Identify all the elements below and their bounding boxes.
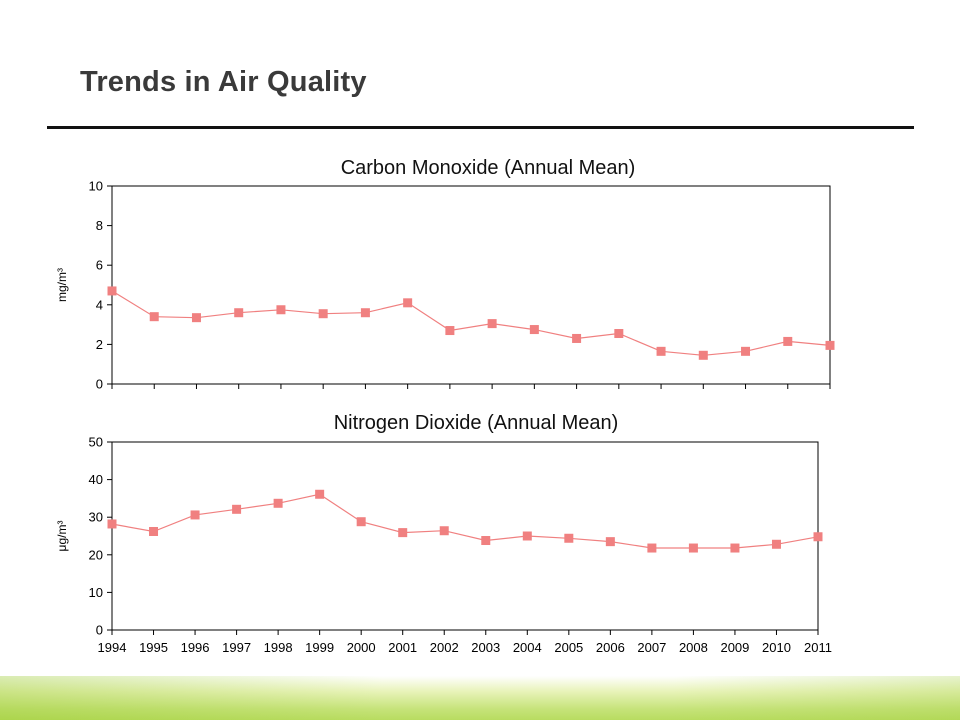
no2-y-tick-label: 10: [89, 585, 103, 600]
co-data-point: [741, 346, 751, 356]
co-data-point: [318, 309, 328, 319]
no2-x-tick-label: 1997: [222, 640, 251, 655]
co-data-point: [403, 298, 413, 308]
no2-data-point: [190, 510, 200, 520]
no2-data-point: [813, 532, 823, 542]
co-y-tick-label: 4: [96, 297, 103, 312]
co-plot-area: [111, 185, 831, 385]
no2-data-point: [605, 537, 615, 547]
title-divider: [47, 126, 914, 129]
co-data-point: [487, 319, 497, 329]
no2-y-tick-label: 50: [89, 435, 103, 450]
co-data-point: [529, 325, 539, 335]
no2-chart-title: Nitrogen Dioxide (Annual Mean): [334, 412, 619, 434]
no2-data-point: [315, 489, 325, 499]
slide-title: Trends in Air Quality: [80, 66, 367, 98]
co-y-tick-label: 2: [96, 337, 103, 352]
no2-data-point: [439, 526, 449, 536]
no2-x-tick-label: 2005: [554, 640, 583, 655]
no2-x-ticks: [111, 630, 819, 635]
footer-gradient-band: [0, 676, 960, 720]
co-chart: Carbon Monoxide (Annual Mean) mg/m³ 0 2 4 6…: [55, 157, 835, 392]
co-data-point: [107, 286, 117, 296]
no2-x-tick-label: 1996: [181, 640, 210, 655]
no2-data-point: [107, 519, 117, 529]
no2-x-tick-label: 1998: [264, 640, 293, 655]
co-data-point: [825, 340, 835, 350]
co-y-ticks: 0 2 4 6 8 10: [89, 179, 112, 392]
no2-y-tick-label: 20: [89, 547, 103, 562]
co-data-point: [614, 329, 624, 339]
co-data-point: [783, 336, 793, 346]
co-data-point: [656, 346, 666, 356]
no2-y-axis-label: μg/m³: [55, 521, 69, 552]
no2-y-ticks: 0 10 20 30 40 50: [89, 435, 112, 638]
co-y-tick-label: 10: [89, 179, 103, 194]
no2-data-point: [730, 543, 740, 553]
co-data-point: [445, 326, 455, 336]
no2-x-tick-label: 2009: [720, 640, 749, 655]
no2-data-point: [647, 543, 657, 553]
no2-series: [107, 489, 823, 553]
no2-x-tick-labels: 1994 1995 1996 1997 1998 1999 2000 2001 2002 2003…: [98, 640, 832, 655]
co-series-line: [111, 290, 831, 356]
no2-x-tick-label: 2011: [804, 640, 832, 655]
no2-series-line: [111, 493, 819, 549]
no2-data-point: [522, 531, 532, 541]
co-series: [107, 286, 835, 360]
co-x-ticks: [111, 384, 831, 389]
no2-data-point: [273, 498, 283, 508]
co-y-tick-label: 0: [96, 377, 103, 392]
no2-data-point: [232, 504, 242, 514]
no2-data-point: [481, 536, 491, 546]
co-data-point: [572, 333, 582, 343]
no2-x-tick-label: 2001: [388, 640, 417, 655]
co-data-point: [191, 313, 201, 323]
no2-x-tick-label: 2000: [347, 640, 376, 655]
no2-x-tick-label: 2003: [471, 640, 500, 655]
no2-data-point: [356, 517, 366, 527]
co-data-point: [234, 308, 244, 318]
no2-y-tick-label: 40: [89, 472, 103, 487]
no2-x-tick-label: 2010: [762, 640, 791, 655]
co-y-tick-label: 6: [96, 258, 103, 273]
co-data-point: [276, 305, 286, 315]
no2-x-tick-label: 1995: [139, 640, 168, 655]
co-y-axis-label: mg/m³: [55, 268, 69, 302]
no2-data-point: [564, 533, 574, 543]
no2-y-tick-label: 0: [96, 623, 103, 638]
no2-y-tick-label: 30: [89, 510, 103, 525]
no2-x-tick-label: 2004: [513, 640, 542, 655]
co-data-point: [149, 312, 159, 322]
co-chart-title: Carbon Monoxide (Annual Mean): [341, 157, 636, 179]
no2-data-point: [398, 528, 408, 538]
no2-x-tick-label: 2002: [430, 640, 459, 655]
no2-x-tick-label: 1994: [98, 640, 127, 655]
no2-x-tick-label: 2007: [637, 640, 666, 655]
no2-x-tick-label: 2008: [679, 640, 708, 655]
no2-data-point: [688, 543, 698, 553]
no2-x-tick-label: 1999: [305, 640, 334, 655]
no2-data-point: [771, 539, 781, 549]
no2-x-tick-label: 2006: [596, 640, 625, 655]
no2-data-point: [149, 526, 159, 536]
no2-chart: Nitrogen Dioxide (Annual Mean) μg/m³ 0 10…: [55, 412, 832, 655]
co-data-point: [360, 308, 370, 318]
co-data-point: [698, 350, 708, 360]
co-y-tick-label: 8: [96, 218, 103, 233]
